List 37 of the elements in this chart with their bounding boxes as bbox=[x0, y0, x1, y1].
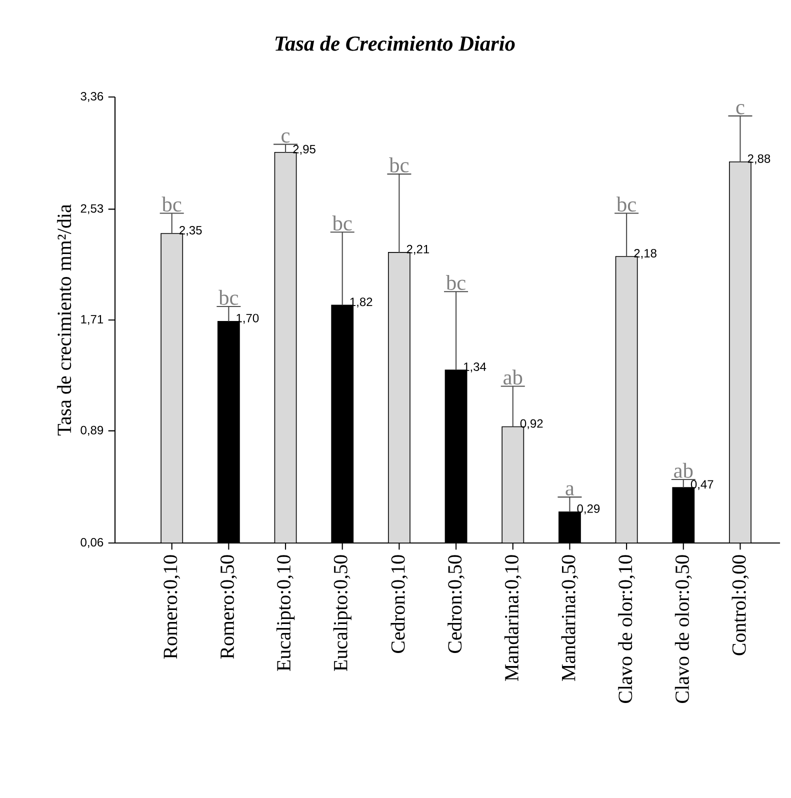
x-tick-label: Control:0,00 bbox=[732, 555, 749, 656]
x-tick-label: Clavo de olor:0,10 bbox=[618, 555, 636, 703]
x-tick-label: Mandarina:0,10 bbox=[504, 555, 522, 681]
x-tick-label: Romero:0,10 bbox=[164, 555, 180, 659]
y-tick-label: 0,06 bbox=[80, 538, 104, 548]
annotation: bc bbox=[332, 216, 352, 231]
x-tick-label: Eucalipto:0,50 bbox=[333, 555, 352, 671]
annotation: ab bbox=[674, 462, 693, 478]
annotation: c bbox=[736, 104, 744, 114]
y-tick-label: 2,53 bbox=[80, 204, 104, 214]
x-tick-label: Cedron:0,50 bbox=[448, 555, 465, 653]
data-label: 2,35 bbox=[180, 226, 202, 236]
y-axis-title: Tasa de crecimiento mm²/dia bbox=[57, 204, 72, 436]
annotation: ab bbox=[504, 370, 522, 385]
data-label: 0,29 bbox=[577, 504, 600, 514]
data-label: 2,18 bbox=[634, 248, 656, 259]
annotation: bc bbox=[218, 290, 238, 305]
annotation: c bbox=[282, 132, 290, 143]
data-label: 2,95 bbox=[293, 144, 316, 155]
annotation: bc bbox=[616, 196, 636, 212]
annotation: bc bbox=[389, 157, 409, 172]
x-tick-label: Clavo de olor:0,50 bbox=[674, 555, 692, 703]
y-tick-label: 1,71 bbox=[81, 315, 104, 325]
data-label: 2,88 bbox=[748, 154, 770, 164]
annotation: bc bbox=[446, 275, 466, 290]
y-tick-label: 3,36 bbox=[80, 92, 104, 102]
y-tick-label: 0,89 bbox=[80, 426, 104, 436]
annotation: a bbox=[566, 485, 574, 496]
chart-title: Tasa de Crecimiento Diario bbox=[275, 36, 515, 51]
data-label: 2,21 bbox=[406, 244, 430, 255]
x-tick-label: Cedron:0,10 bbox=[390, 555, 408, 653]
annotation: bc bbox=[162, 196, 182, 212]
x-tick-label: Mandarina:0,50 bbox=[561, 555, 578, 681]
data-label: 0,47 bbox=[690, 480, 714, 490]
x-tick-label: Eucalipto:0,10 bbox=[276, 555, 295, 671]
x-tick-label: Romero:0,50 bbox=[220, 555, 237, 659]
data-label: 0,92 bbox=[520, 419, 543, 430]
